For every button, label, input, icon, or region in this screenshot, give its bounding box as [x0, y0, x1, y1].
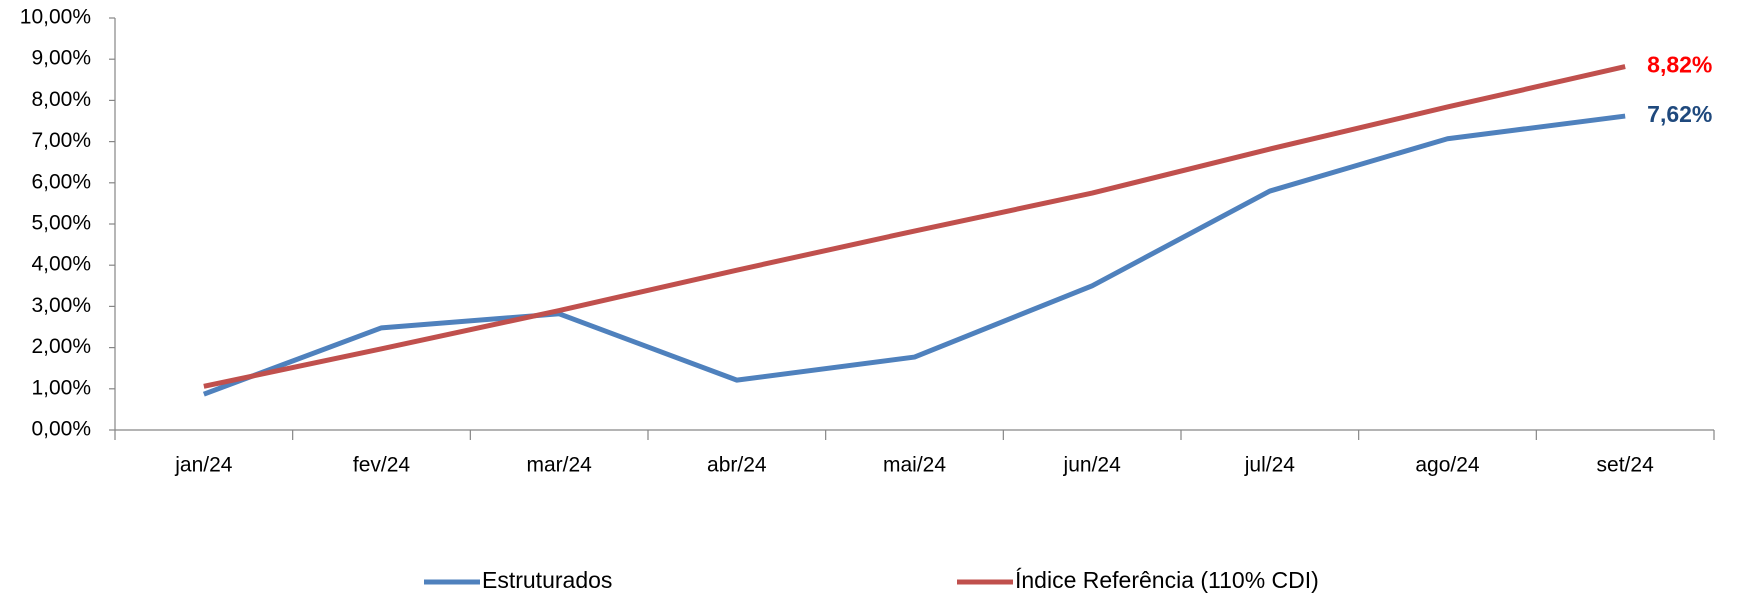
- y-tick-label: 0,00%: [31, 418, 91, 441]
- x-tick-label: jun/24: [1063, 454, 1122, 477]
- x-tick-label: jul/24: [1244, 454, 1296, 477]
- y-tick-label: 4,00%: [31, 253, 91, 276]
- x-tick-label: mai/24: [883, 454, 946, 477]
- y-tick-label: 6,00%: [31, 170, 91, 193]
- x-tick-label: set/24: [1597, 454, 1655, 477]
- y-tick-label: 8,00%: [31, 88, 91, 111]
- y-tick-label: 7,00%: [31, 129, 91, 152]
- series-line: [203, 64, 1626, 389]
- y-tick-label: 9,00%: [31, 47, 91, 70]
- x-tick-label: ago/24: [1415, 454, 1480, 477]
- y-tick-label: 3,00%: [31, 294, 91, 317]
- y-tick-label: 1,00%: [31, 376, 91, 399]
- x-tick-label: jan/24: [174, 454, 233, 477]
- x-tick-label: mar/24: [526, 454, 592, 477]
- value-label: 8,82%: [1647, 52, 1712, 78]
- y-tick-label: 5,00%: [31, 212, 91, 235]
- x-tick-label: abr/24: [707, 454, 767, 477]
- y-tick-label: 10,00%: [20, 6, 91, 29]
- series-line: [202, 113, 1626, 397]
- y-tick-label: 2,00%: [31, 335, 91, 358]
- legend-label: Índice Referência (110% CDI): [1015, 567, 1319, 593]
- legend-label: Estruturados: [482, 567, 612, 593]
- x-tick-label: fev/24: [353, 454, 411, 477]
- value-label: 7,62%: [1647, 101, 1712, 127]
